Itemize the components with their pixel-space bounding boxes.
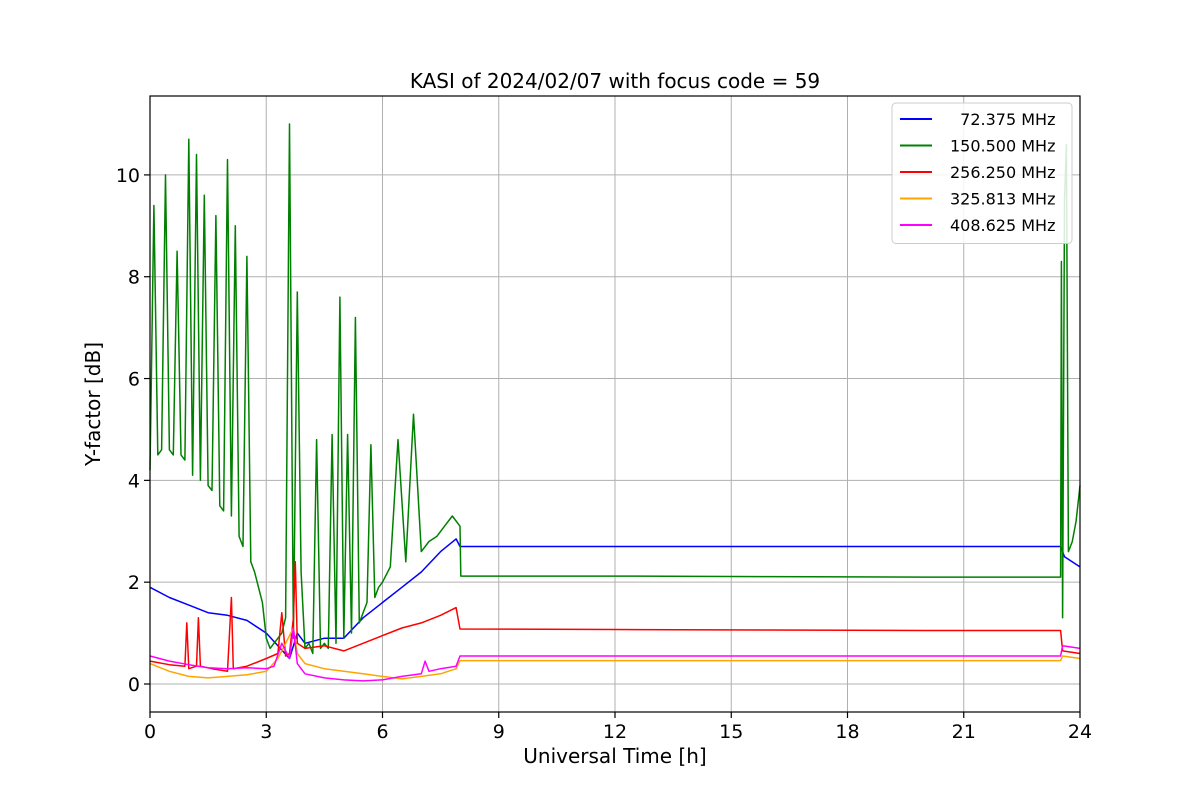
legend-label-3: 325.813 MHz xyxy=(950,190,1055,209)
x-tick-label: 18 xyxy=(835,721,859,743)
y-tick-label: 0 xyxy=(128,674,140,696)
x-tick-label: 15 xyxy=(719,721,743,743)
x-tick-label: 21 xyxy=(952,721,976,743)
legend: 72.375 MHz 150.500 MHz 256.250 MHz 325.813 … xyxy=(891,102,1073,244)
x-tick-label: 9 xyxy=(493,721,505,743)
legend-box xyxy=(891,102,1073,244)
y-tick-label: 10 xyxy=(116,165,140,187)
y-tick-label: 8 xyxy=(128,267,140,289)
series-line-3 xyxy=(149,627,1081,680)
legend-label-4: 408.625 MHz xyxy=(950,216,1055,235)
series-line-1 xyxy=(149,123,1081,655)
chart-title: KASI of 2024/02/07 with focus code = 59 xyxy=(410,69,820,93)
x-tick-label: 24 xyxy=(1068,721,1092,743)
x-tick-label: 0 xyxy=(144,721,156,743)
series-line-4 xyxy=(149,627,1081,682)
x-tick-label: 12 xyxy=(603,721,627,743)
legend-label-2: 256.250 MHz xyxy=(950,163,1055,182)
x-tick-label: 6 xyxy=(376,721,388,743)
y-tick-label: 6 xyxy=(128,369,140,391)
y-tick-label: 4 xyxy=(128,470,140,492)
legend-label-1: 150.500 MHz xyxy=(950,137,1055,156)
legend-label-0: 72.375 MHz xyxy=(950,110,1055,129)
series-layer xyxy=(149,123,1081,682)
x-axis-label: Universal Time [h] xyxy=(523,744,706,768)
y-tick-label: 2 xyxy=(128,572,140,594)
y-axis-label: Y-factor [dB] xyxy=(81,342,105,467)
series-line-2 xyxy=(149,561,1081,673)
x-tick-label: 3 xyxy=(260,721,272,743)
